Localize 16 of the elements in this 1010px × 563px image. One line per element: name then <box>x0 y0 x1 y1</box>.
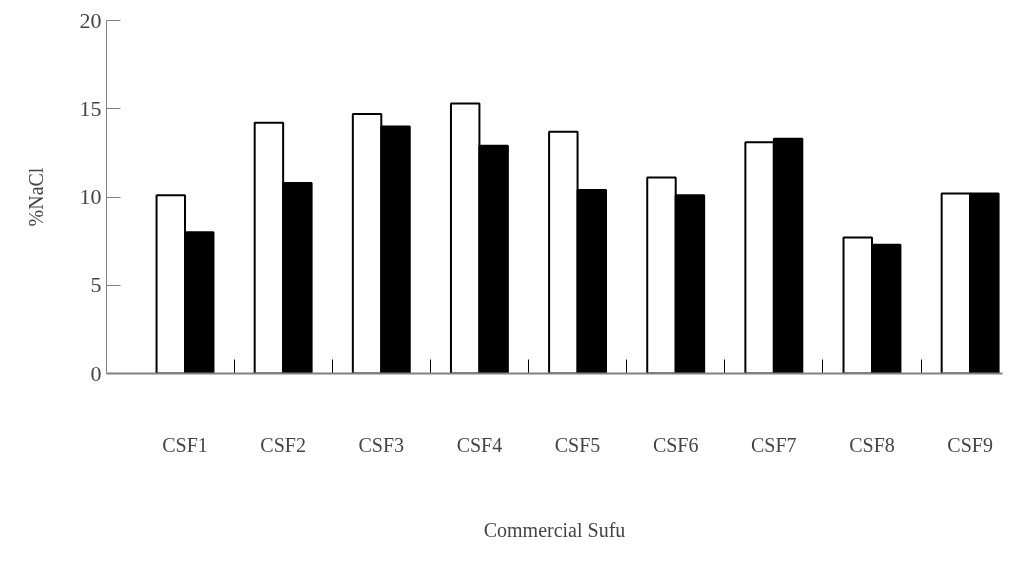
y-tick-label: 15 <box>79 95 102 121</box>
y-axis-title: %NaCl <box>24 167 47 227</box>
x-tick-label: CSF4 <box>456 433 503 456</box>
x-tick-label: CSF9 <box>947 433 993 456</box>
y-tick-label: 20 <box>79 7 102 33</box>
x-tick-label: CSF1 <box>162 433 208 456</box>
x-tick-label: CSF6 <box>652 433 699 456</box>
x-tick-label: CSF3 <box>358 433 405 456</box>
x-tick-label: CSF5 <box>554 433 601 456</box>
x-tick-label: CSF2 <box>260 433 306 456</box>
y-tick-label: 0 <box>90 360 102 386</box>
y-tick-label: 10 <box>79 184 102 209</box>
x-tick-label: CSF8 <box>849 433 895 456</box>
x-tick-label: CSF7 <box>751 433 797 456</box>
y-tick-label: 5 <box>90 272 102 298</box>
x-axis-title: Commercial Sufu <box>483 518 626 541</box>
